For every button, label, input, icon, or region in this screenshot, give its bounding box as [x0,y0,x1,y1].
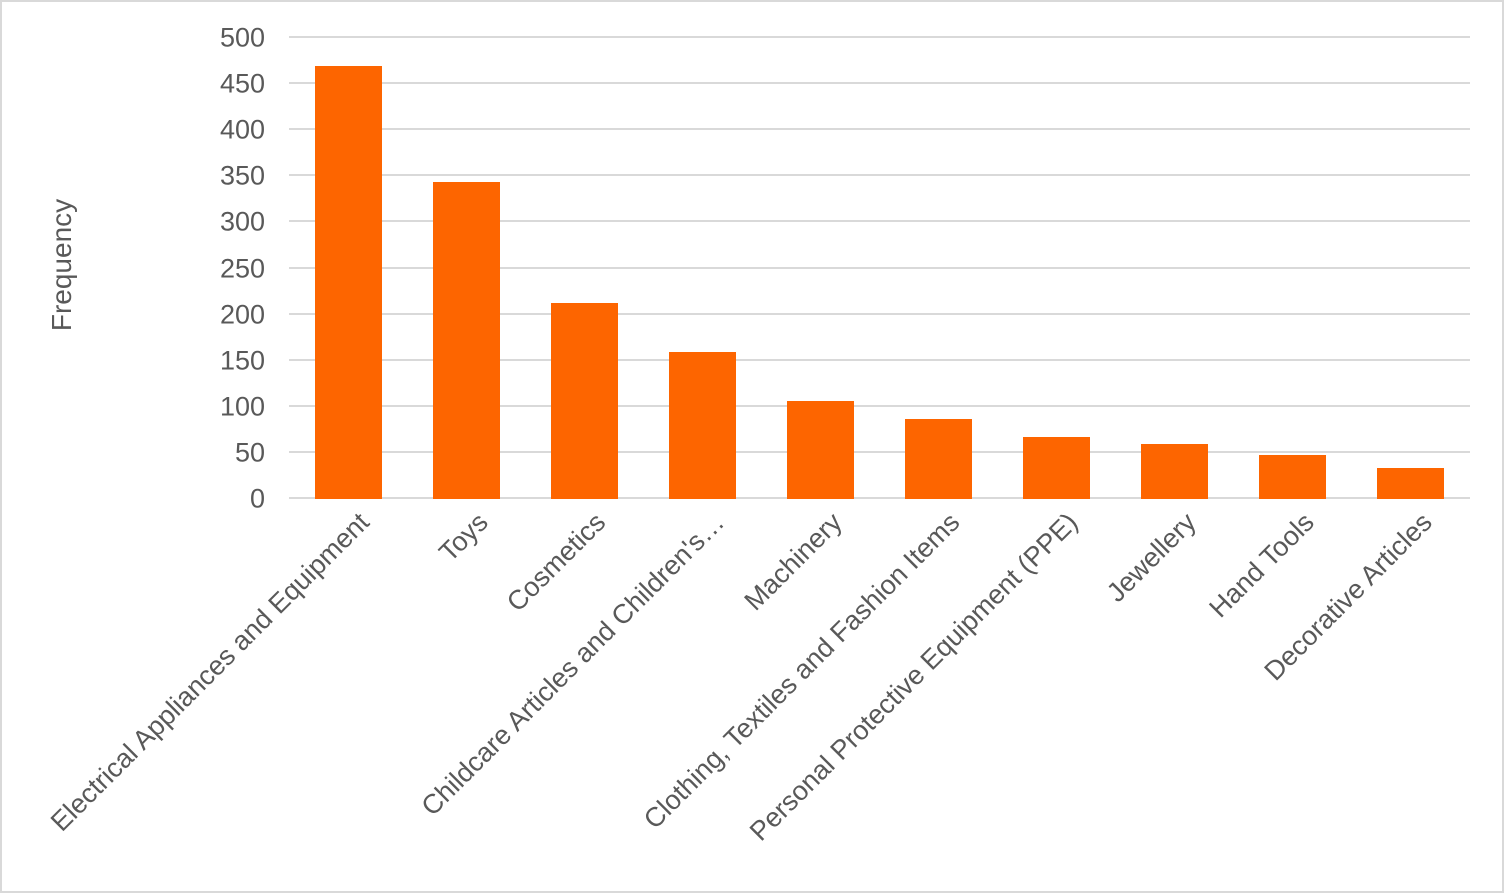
gridline-150 [289,358,1470,361]
bar-hand-tools [1259,454,1327,499]
x-category-label: Toys [432,507,494,568]
bar-slot [525,38,643,499]
gridline-300 [289,220,1470,223]
gridline-100 [289,404,1470,407]
bar-slot [998,38,1116,499]
bar-slot [1116,38,1234,499]
bar-slot [761,38,879,499]
bar-electrical-appliances-and-equipment [314,65,382,499]
bar-toys [432,181,500,499]
y-tick-label: 0 [249,483,265,514]
bar-slot [1352,38,1470,499]
y-tick-label: 350 [219,160,265,191]
y-tick-label: 100 [219,391,265,422]
bar-clothing-textiles-and-fashion-items [905,418,973,499]
y-tick-label: 450 [219,68,265,99]
bar-childcare-articles-and-children-s [668,352,736,499]
x-category-label: Hand Tools [1203,507,1321,624]
gridline-400 [289,128,1470,131]
bar-slot [1234,38,1352,499]
gridline-350 [289,174,1470,177]
bar-jewellery [1141,443,1209,499]
y-tick-label: 500 [219,22,265,53]
bar-personal-protective-equipment-ppe [1023,437,1091,499]
bar-slot [643,38,761,499]
bar-cosmetics [550,302,618,499]
x-category-label: Machinery [738,507,848,617]
bar-machinery [786,401,854,499]
bar-slot [879,38,997,499]
gridline-500 [289,36,1470,38]
x-category-label: Cosmetics [501,507,612,618]
y-tick-label: 200 [219,299,265,330]
bar-decorative-articles [1377,467,1445,499]
bar-slot [289,38,407,499]
y-tick-label: 150 [219,345,265,376]
gridline-0 [289,497,1470,499]
gridline-450 [289,82,1470,85]
gridline-200 [289,312,1470,315]
y-tick-label: 300 [219,206,265,237]
y-tick-label: 50 [234,437,265,468]
gridline-50 [289,450,1470,453]
y-tick-label: 250 [219,253,265,283]
gridline-250 [289,266,1470,269]
y-axis-title: Frequency [46,198,77,332]
y-tick-label: 400 [219,114,265,145]
x-category-label: Jewellery [1101,507,1202,608]
plot-area [289,36,1470,499]
x-category-label: Electrical Appliances and Equipment [45,507,376,838]
bar-slot [407,38,525,499]
bar-series [289,38,1470,499]
